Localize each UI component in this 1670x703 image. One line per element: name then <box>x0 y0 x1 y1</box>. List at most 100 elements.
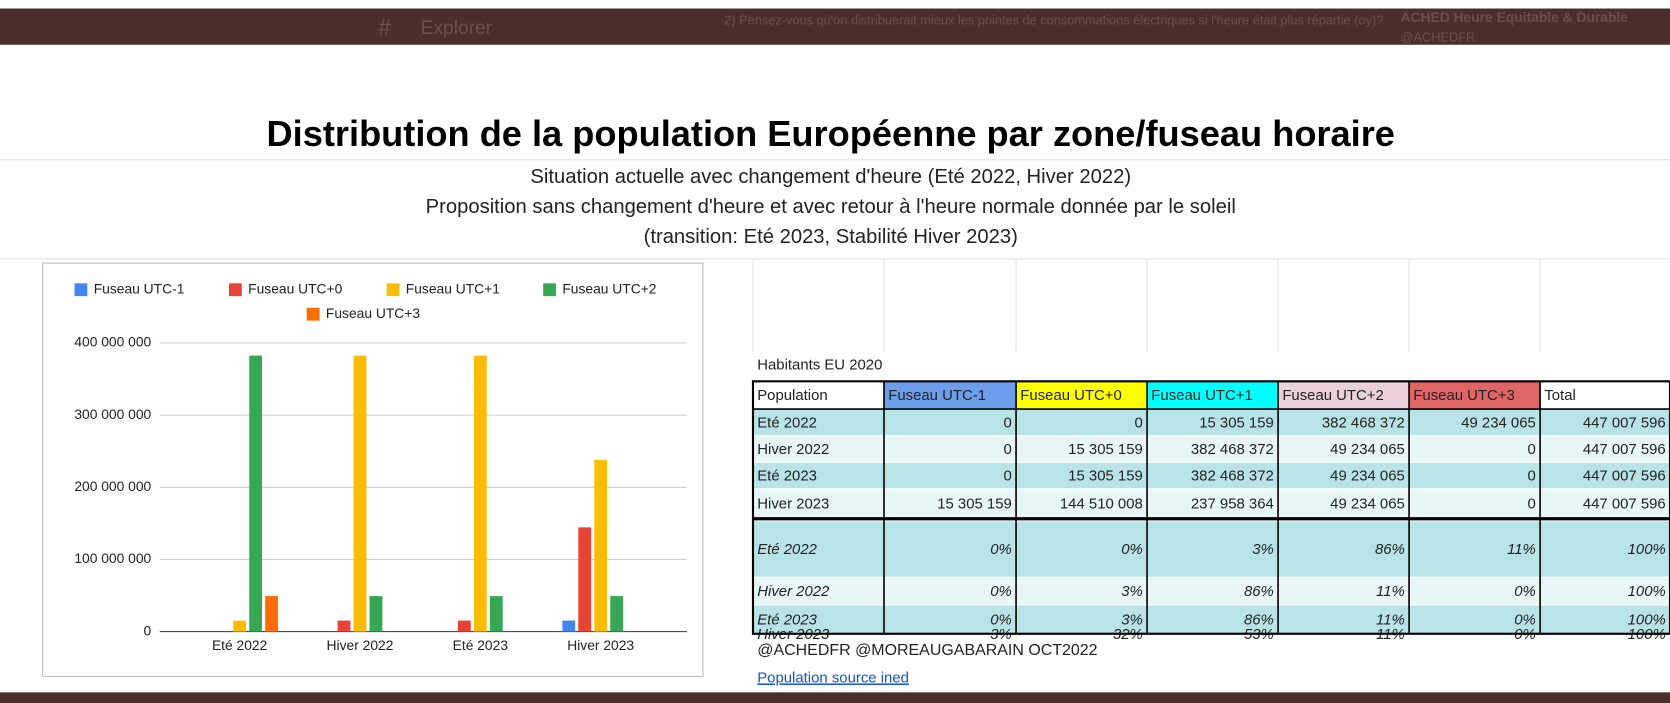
bar <box>353 355 367 632</box>
bar <box>369 596 383 632</box>
cell-text: 49 234 065 <box>1330 496 1405 512</box>
legend-label: Fuseau UTC-1 <box>94 280 185 296</box>
title: Distribution de la population Européenne… <box>267 113 1395 154</box>
bar <box>337 620 351 632</box>
cell <box>1015 408 1148 437</box>
subtitle: (transition: Eté 2023, Stabilité Hiver 2… <box>644 226 1018 248</box>
cell-text: Hiver 2022 <box>757 442 829 458</box>
cell-text: 447 007 596 <box>1583 469 1666 485</box>
cell-text: 100% <box>1628 612 1666 628</box>
cell-text: 100% <box>1628 584 1666 600</box>
cell-text: 0% <box>1121 542 1143 558</box>
cell-text: 0% <box>990 584 1012 600</box>
bottom-bar <box>0 692 1670 703</box>
handle: @ACHEDFR <box>1401 30 1476 45</box>
header-text: Fuseau UTC+0 <box>1020 388 1121 404</box>
cell-text: 49 234 065 <box>1330 442 1405 458</box>
cell-text: 11% <box>1376 612 1405 628</box>
y-tick-label: 400 000 000 <box>74 334 151 350</box>
cell-text: 382 468 372 <box>1191 442 1274 458</box>
y-tick-label: 100 000 000 <box>74 550 151 566</box>
legend-swatch <box>74 283 88 297</box>
legend-swatch <box>306 307 320 321</box>
credit: @ACHEDFR @MOREAUGABARAIN OCT2022 <box>757 642 1097 659</box>
table-borders <box>751 380 1670 635</box>
cell <box>1146 461 1279 490</box>
cell-text: 49 234 065 <box>1330 469 1405 485</box>
header-text: Total <box>1544 388 1575 404</box>
cell-text: Hiver 2023 <box>757 496 829 512</box>
x-tick-label: Hiver 2023 <box>567 637 634 653</box>
header-text: Fuseau UTC-1 <box>888 388 986 404</box>
legend-swatch <box>228 283 242 297</box>
cell-text: 11% <box>1376 584 1405 600</box>
x-tick-label: Eté 2023 <box>453 637 509 653</box>
cell <box>1015 435 1148 463</box>
cell-text: 0 <box>1004 442 1012 458</box>
cell-text: 3% <box>1121 612 1143 628</box>
header-text: Fuseau UTC+1 <box>1151 388 1252 404</box>
header-text: Fuseau UTC+3 <box>1413 388 1514 404</box>
account: ACHED Heure Equitable & Durable <box>1401 9 1629 25</box>
cell-text: 0 <box>1135 415 1143 431</box>
cell-text: 86% <box>1244 584 1274 600</box>
subtitle: Proposition sans changement d'heure et a… <box>426 196 1236 218</box>
cell-text: 0 <box>1528 469 1536 485</box>
header-cell <box>1277 380 1410 410</box>
cell <box>1408 520 1541 578</box>
cell-text: 86% <box>1375 542 1405 558</box>
cell <box>1277 576 1410 606</box>
cell <box>1146 604 1279 635</box>
cell <box>883 576 1017 606</box>
cell-text: 382 468 372 <box>1322 415 1405 431</box>
bar <box>578 527 592 632</box>
y-tick-label: 200 000 000 <box>74 478 151 494</box>
cell <box>752 520 885 578</box>
bar <box>489 596 503 632</box>
explorer[interactable]: Explorer <box>421 18 493 39</box>
cell-text: 15 305 159 <box>1068 469 1143 485</box>
cell <box>883 408 1017 437</box>
cell-text: 49 234 065 <box>1461 415 1536 431</box>
cell <box>883 604 1017 635</box>
cell-text: 0% <box>990 542 1012 558</box>
bar <box>249 355 263 632</box>
legend-label: Fuseau UTC+1 <box>406 280 500 296</box>
cell-text: 447 007 596 <box>1583 442 1666 458</box>
y-tick-label: 0 <box>144 622 152 638</box>
cell <box>1408 488 1541 519</box>
cell-text: 100% <box>1628 542 1666 558</box>
cell <box>883 461 1017 490</box>
bar <box>457 620 471 632</box>
hash-icon: # <box>378 14 391 40</box>
bar <box>233 620 247 632</box>
cell-text: Eté 2023 <box>757 469 817 485</box>
cell <box>1015 461 1148 490</box>
x-tick-label: Eté 2022 <box>212 637 267 653</box>
cell-text: 144 510 008 <box>1060 496 1143 512</box>
cell <box>1277 461 1410 490</box>
cell-text: Eté 2023 <box>757 612 817 628</box>
cell-text: 0 <box>1528 496 1536 512</box>
subtitle: Situation actuelle avec changement d'heu… <box>530 166 1131 188</box>
cell <box>1408 461 1541 490</box>
bar <box>594 459 608 632</box>
bar <box>610 596 624 632</box>
cell-text: Eté 2022 <box>757 415 817 431</box>
bar <box>473 355 487 632</box>
cell-text: Hiver 2022 <box>757 584 830 600</box>
cell-text: 0 <box>1004 415 1012 431</box>
cell <box>1015 488 1148 519</box>
table-caption: Habitants EU 2020 <box>757 357 882 373</box>
question: 2) Pensez-vous qu'on distribuerait mieux… <box>724 13 1383 28</box>
cell-text: 3% <box>1252 542 1274 558</box>
top-bar <box>0 8 1670 45</box>
header-text: Population <box>757 388 827 404</box>
source-link[interactable]: Population source ined <box>757 670 909 686</box>
legend-swatch <box>543 283 556 297</box>
cell <box>752 408 885 437</box>
cell <box>1015 604 1148 635</box>
cell <box>1539 435 1670 463</box>
